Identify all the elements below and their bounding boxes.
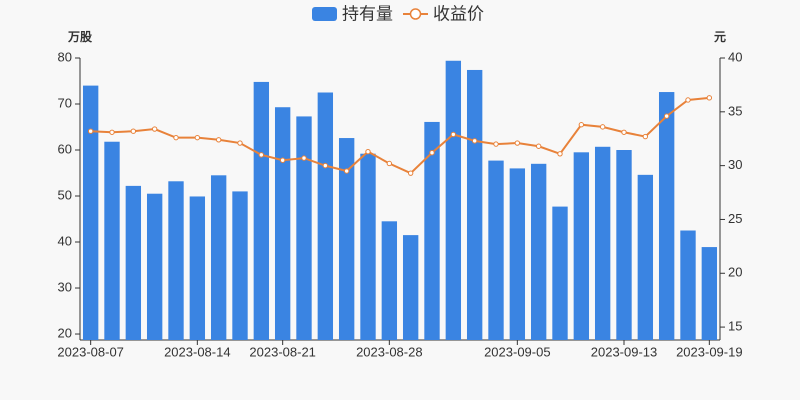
- price-point: [471, 138, 478, 144]
- price-line: [90, 96, 710, 175]
- price-point: [429, 150, 435, 156]
- bar: [210, 175, 227, 340]
- price-point: [621, 129, 627, 135]
- y2-tick-label: 25: [728, 211, 742, 226]
- price-point: [386, 160, 393, 167]
- price-point: [642, 133, 649, 140]
- price-point: [130, 128, 137, 134]
- legend-swatch: [312, 7, 337, 21]
- y-tick-label: 60: [58, 141, 72, 156]
- bar: [701, 247, 718, 340]
- price-point: [258, 152, 265, 158]
- price-point: [663, 113, 670, 119]
- legend-swatch: [409, 8, 422, 20]
- price-point: [450, 131, 457, 138]
- bar: [552, 206, 568, 340]
- bar: [274, 107, 291, 341]
- x-tick-label: 2023-08-21: [249, 344, 316, 359]
- price-point: [557, 151, 563, 157]
- bar: [530, 163, 547, 340]
- price-point: [343, 168, 350, 174]
- price-point: [173, 134, 179, 141]
- price-point: [87, 128, 94, 134]
- price-point: [215, 137, 222, 143]
- x-tick-label: 2023-09-05: [484, 344, 551, 359]
- price-point: [322, 162, 329, 169]
- price-point: [685, 97, 691, 103]
- x-tick-label: 2023-09-19: [676, 344, 743, 359]
- price-point: [301, 155, 307, 161]
- y2-tick-label: 15: [728, 319, 742, 334]
- y2-tick-label: 20: [728, 265, 742, 280]
- y-tick-label: 40: [58, 233, 72, 248]
- price-point: [599, 124, 606, 130]
- x-tick-label: 2023-08-07: [57, 344, 124, 359]
- y-tick-label: 20: [58, 325, 72, 340]
- y2-tick-label: 40: [728, 49, 742, 64]
- y2-tick-label: 30: [728, 157, 742, 172]
- price-point: [407, 170, 414, 176]
- bar: [594, 146, 611, 340]
- bar: [360, 153, 376, 340]
- price-point: [365, 148, 371, 155]
- x-tick-label: 2023-08-14: [164, 344, 231, 359]
- y2-tick-label: 35: [728, 103, 742, 118]
- bar: [509, 168, 526, 340]
- bar: [381, 221, 398, 340]
- bar: [253, 81, 270, 341]
- y-tick-label: 50: [58, 187, 72, 202]
- bar: [296, 116, 312, 341]
- bar: [402, 235, 419, 340]
- bar: [573, 152, 590, 340]
- y2-axis-label: 元: [714, 30, 726, 44]
- price-point: [151, 126, 158, 132]
- bar: [658, 92, 675, 340]
- price-point: [237, 140, 243, 146]
- y-tick-label: 70: [58, 95, 72, 110]
- price-point: [109, 129, 115, 135]
- bar: [616, 150, 632, 340]
- price-point: [279, 157, 286, 163]
- bar: [466, 69, 483, 340]
- bar: [637, 174, 654, 340]
- bar: [168, 181, 184, 340]
- y-axis-label: 万股: [67, 29, 93, 44]
- price-point: [706, 95, 713, 101]
- price-point: [535, 143, 542, 149]
- bar: [424, 121, 440, 340]
- bar: [338, 138, 355, 340]
- y-tick-label: 30: [58, 279, 72, 294]
- price-point: [578, 122, 585, 128]
- price-point: [514, 140, 521, 146]
- bar: [82, 85, 99, 340]
- legend-label: 持有量: [342, 4, 393, 23]
- bar: [146, 193, 163, 340]
- x-tick-label: 2023-08-28: [356, 344, 423, 359]
- x-tick-label: 2023-09-13: [591, 344, 658, 359]
- price-point: [194, 134, 201, 141]
- bar: [189, 196, 206, 340]
- bar: [445, 60, 462, 341]
- bar: [232, 191, 248, 340]
- bar: [488, 160, 504, 340]
- bar: [680, 230, 696, 340]
- y-tick-label: 80: [58, 49, 72, 64]
- bar: [104, 141, 120, 340]
- legend-label: 收益价: [433, 4, 484, 23]
- bar: [125, 185, 142, 340]
- price-point: [493, 141, 499, 147]
- bar: [317, 92, 334, 341]
